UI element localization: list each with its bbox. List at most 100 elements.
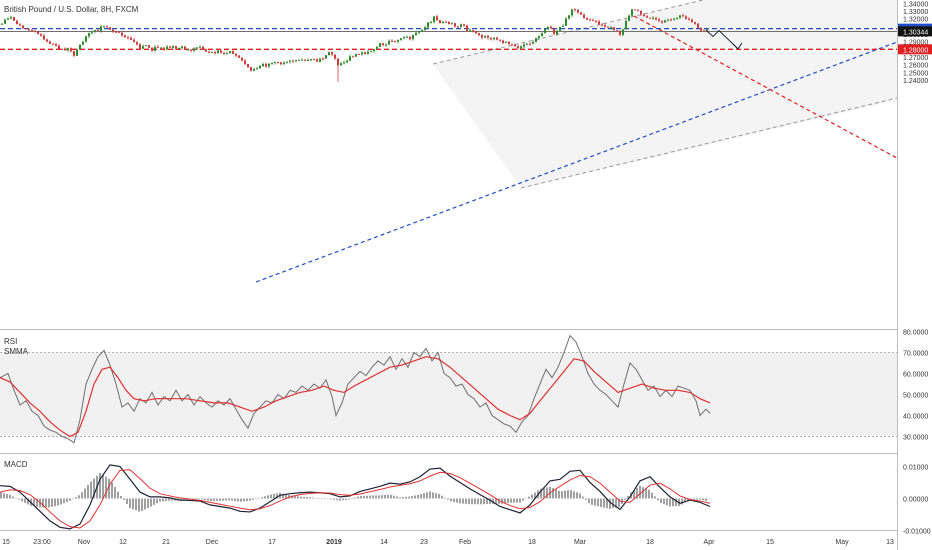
candle-body	[412, 35, 414, 40]
macd-hist-bar	[378, 495, 380, 499]
macd-hist-bar	[183, 498, 185, 501]
candle-body	[688, 18, 690, 20]
macd-hist-bar	[348, 498, 350, 500]
candle-body	[487, 35, 489, 38]
candle-body	[115, 31, 117, 33]
candle-body	[67, 48, 69, 51]
candle-body	[265, 63, 267, 67]
candle-body	[340, 63, 342, 66]
channel-fill	[433, 0, 897, 188]
candle-body	[442, 21, 444, 24]
time-tick-label: 15	[766, 539, 774, 546]
macd-hist-bar	[486, 498, 488, 505]
candle-body	[409, 36, 411, 40]
macd-hist-bar	[339, 498, 341, 501]
candle-body	[706, 29, 708, 31]
macd-hist-bar	[330, 498, 332, 500]
candle-body	[649, 17, 651, 19]
candle-body	[37, 31, 39, 35]
macd-hist-bar	[552, 488, 554, 499]
macd-hist-bar	[525, 498, 527, 499]
candle-body	[52, 43, 54, 45]
candle-body	[76, 49, 78, 56]
candle-body	[679, 15, 681, 18]
macd-hist-bar	[333, 498, 335, 500]
candle-body	[85, 36, 87, 42]
macd-hist-bar	[54, 498, 56, 507]
macd-hist-bar	[264, 496, 266, 499]
candle-body	[7, 18, 9, 20]
time-tick-label: 14	[380, 539, 388, 546]
macd-hist-bar	[489, 498, 491, 504]
candle-body	[286, 61, 288, 63]
macd-hist-bar	[372, 495, 374, 499]
candle-body	[130, 37, 132, 40]
candle-body	[13, 17, 15, 21]
macd-hist-bar	[93, 478, 95, 499]
candle-body	[610, 27, 612, 29]
candle-body	[49, 41, 51, 44]
macd-hist-bar	[336, 498, 338, 501]
rsi-tick-label: 80.0000	[903, 330, 928, 337]
candle-body	[301, 59, 303, 61]
candle-body	[298, 59, 300, 61]
macd-hist-bar	[417, 494, 419, 499]
candle-body	[166, 46, 168, 50]
candle-body	[145, 45, 147, 47]
macd-hist-bar	[681, 498, 683, 505]
macd-hist-bar	[366, 495, 368, 499]
candle-body	[457, 26, 459, 28]
time-tick-label: 23	[420, 539, 428, 546]
macd-hist-bar	[609, 498, 611, 509]
candle-body	[418, 31, 420, 33]
macd-hist-bar	[540, 488, 542, 499]
macd-hist-bar	[288, 495, 290, 499]
candle-body	[196, 47, 198, 49]
candle-body	[421, 29, 423, 32]
candle-body	[514, 44, 516, 47]
candle-body	[586, 17, 588, 20]
macd-label: MACD	[4, 460, 28, 469]
candle-body	[682, 15, 684, 17]
price-tick-label: 1.33000	[903, 9, 928, 16]
macd-hist-bar	[462, 498, 464, 504]
macd-hist-bar	[318, 498, 320, 499]
macd-hist-bar	[624, 498, 626, 500]
candle-body	[295, 60, 297, 62]
macd-hist-bar	[66, 498, 68, 502]
macd-hist-bar	[159, 498, 161, 502]
candle-body	[568, 15, 570, 19]
macd-hist-bar	[99, 472, 101, 499]
macd-hist-bar	[216, 498, 218, 501]
candle-body	[283, 62, 285, 65]
candle-body	[433, 16, 435, 23]
candle-body	[31, 30, 33, 32]
candle-body	[619, 31, 621, 35]
candle-body	[106, 26, 108, 28]
candle-body	[220, 50, 222, 53]
candle-body	[601, 24, 603, 26]
macd-hist-bar	[516, 498, 518, 503]
candle-body	[655, 17, 657, 20]
macd-hist-bar	[312, 497, 314, 499]
macd-hist-bar	[237, 498, 239, 502]
macd-hist-bar	[90, 481, 92, 499]
candle-body	[454, 23, 456, 27]
macd-hist-bar	[171, 498, 173, 501]
candle-body	[484, 35, 486, 38]
price-tick-label: 1.32000	[903, 17, 928, 24]
candle-body	[154, 46, 156, 51]
candle-body	[439, 20, 441, 24]
candle-body	[124, 35, 126, 38]
rsi-label: RSI	[4, 337, 18, 346]
macd-hist-bar	[567, 490, 569, 499]
candle-body	[205, 49, 207, 52]
macd-hist-bar	[357, 496, 359, 499]
candle-body	[109, 27, 111, 30]
macd-hist-bar	[582, 496, 584, 499]
candle-body	[502, 40, 504, 43]
macd-hist-bar	[63, 498, 65, 504]
time-tick-label: 21	[162, 539, 170, 546]
candle-body	[403, 37, 405, 39]
